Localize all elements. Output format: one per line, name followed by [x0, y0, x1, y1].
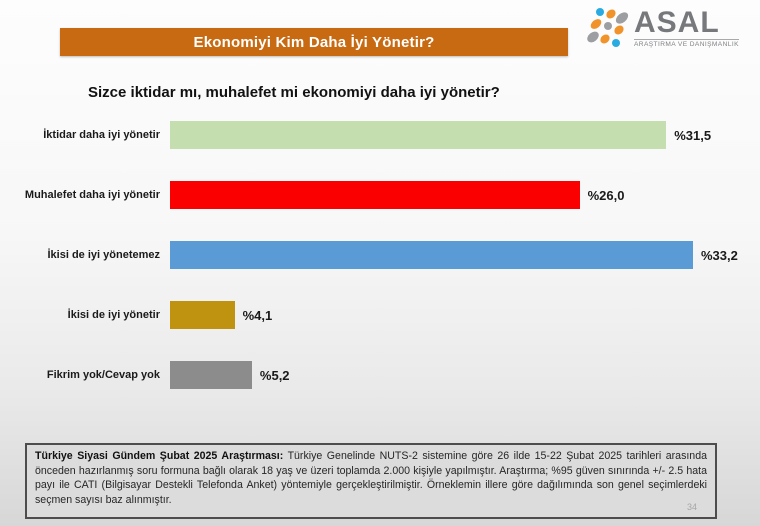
methodology-note-lead: Türkiye Siyasi Gündem Şubat 2025 Araştır…	[35, 450, 284, 462]
asal-logo-text: ASAL ARAŞTIRMA VE DANIŞMANLIK	[634, 8, 739, 48]
category-label: İkisi de iyi yönetir	[67, 309, 160, 321]
slide-title: Ekonomiyi Kim Daha İyi Yönetir?	[193, 33, 435, 51]
bar	[170, 361, 252, 389]
slide-title-banner: Ekonomiyi Kim Daha İyi Yönetir?	[60, 28, 568, 56]
asal-logo: ASAL ARAŞTIRMA VE DANIŞMANLIK	[586, 6, 750, 58]
bar	[170, 241, 693, 269]
methodology-note-text: Türkiye Genelinde NUTS-2 sistemine göre …	[35, 450, 707, 506]
value-label: %4,1	[242, 307, 273, 323]
category-label: Fikrim yok/Cevap yok	[46, 369, 160, 381]
value-label: %33,2	[701, 247, 738, 263]
chart-row: İkisi de iyi yönetir %4,1	[0, 285, 760, 345]
chart-row: İkisi de iyi yönetemez %33,2	[0, 225, 760, 285]
value-label: %31,5	[674, 127, 712, 143]
chart-row: Muhalefet daha iyi yönetir %26,0	[0, 165, 760, 225]
survey-question: Sizce iktidar mı, muhalefet mi ekonomiyi…	[88, 84, 500, 101]
category-label: İktidar daha iyi yönetir	[43, 129, 160, 141]
bar	[170, 121, 667, 149]
category-label: İkisi de iyi yönetemez	[47, 249, 161, 261]
bar-chart: İktidar daha iyi yönetir %31,5 Muhalefet…	[0, 105, 760, 405]
chart-row: İktidar daha iyi yönetir %31,5	[0, 105, 760, 165]
value-label: %26,0	[587, 187, 625, 203]
category-label: Muhalefet daha iyi yönetir	[24, 189, 160, 201]
asal-logo-name: ASAL	[634, 6, 720, 39]
bar	[170, 181, 580, 209]
methodology-note: Türkiye Siyasi Gündem Şubat 2025 Araştır…	[25, 443, 717, 519]
bar	[170, 301, 235, 329]
value-label: %5,2	[259, 367, 290, 383]
chart-row: Fikrim yok/Cevap yok %5,2	[0, 345, 760, 405]
asal-logo-mark-icon	[587, 8, 629, 47]
page-number: 34	[686, 501, 697, 512]
asal-logo-subtitle: ARAŞTIRMA VE DANIŞMANLIK	[634, 39, 739, 48]
